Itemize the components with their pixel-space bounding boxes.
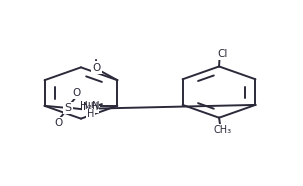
Text: NH: NH <box>83 102 98 112</box>
Text: Cl: Cl <box>218 49 228 59</box>
Text: S: S <box>65 103 72 113</box>
Text: CH₃: CH₃ <box>214 125 232 135</box>
Text: H₂N: H₂N <box>80 101 99 111</box>
Text: O: O <box>92 62 101 73</box>
Text: O: O <box>73 88 81 98</box>
Text: O: O <box>55 118 63 128</box>
Text: H: H <box>87 109 94 119</box>
